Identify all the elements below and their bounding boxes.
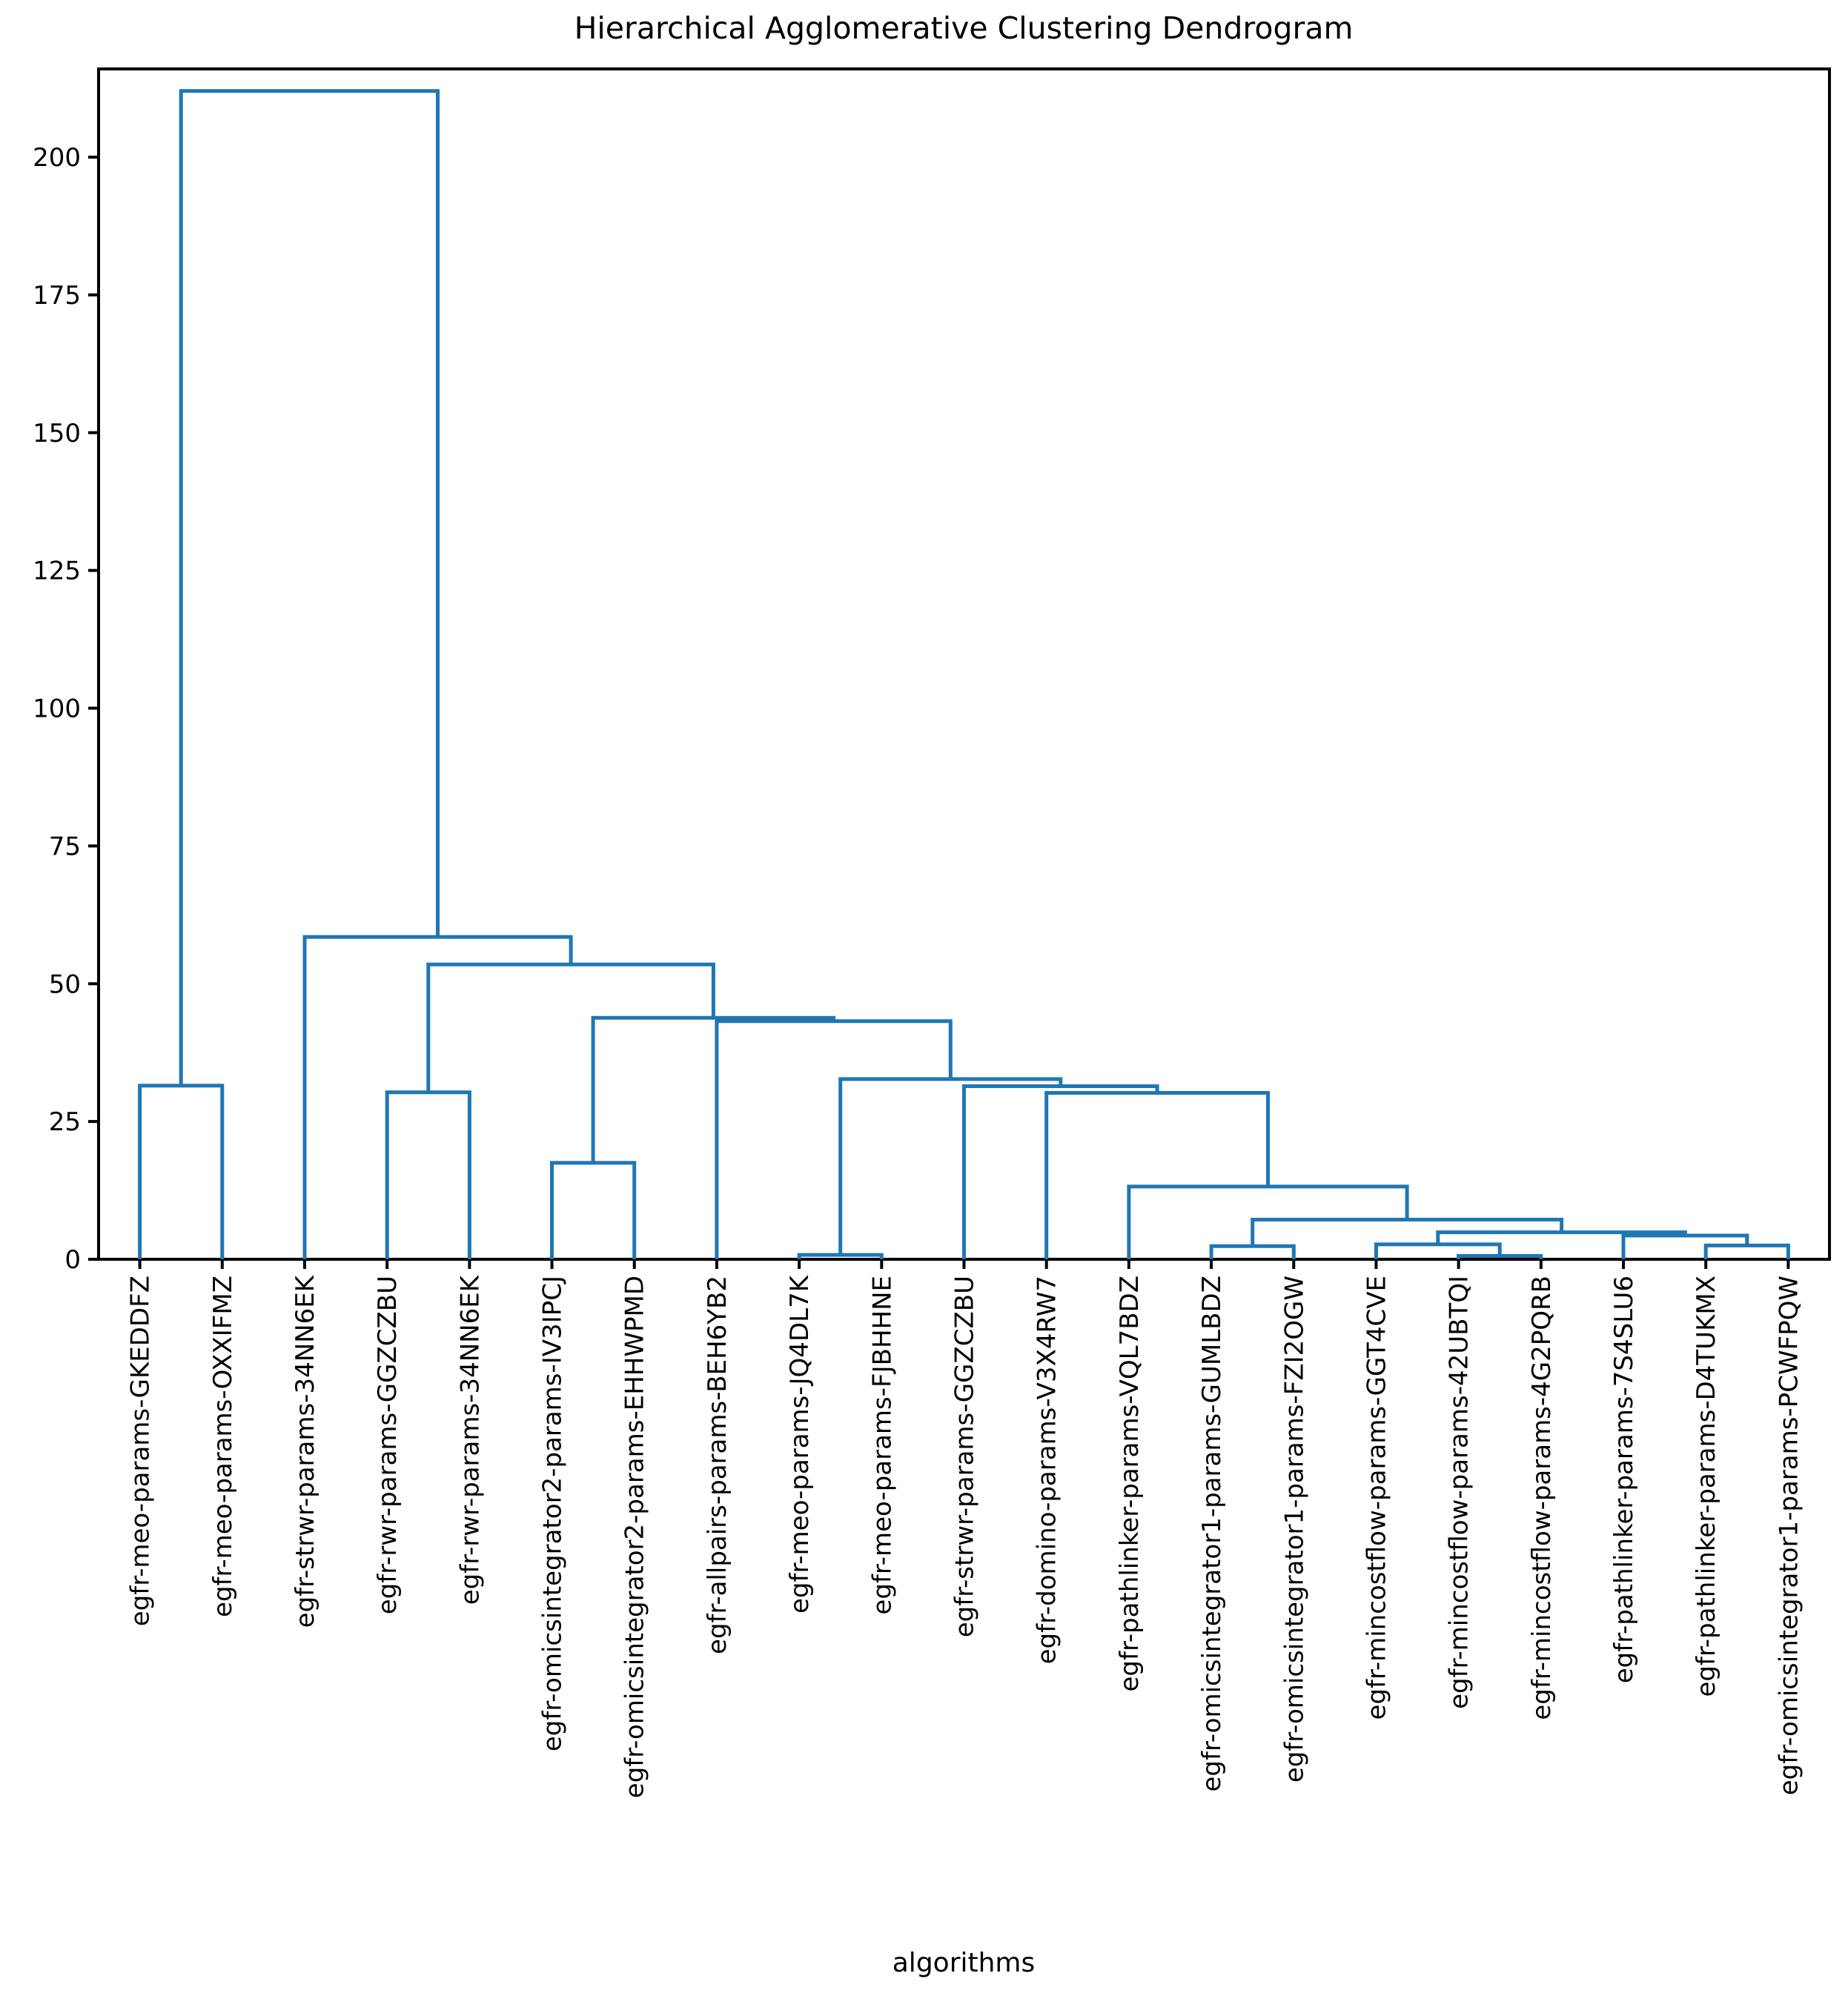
dendrogram-link <box>1209 1244 1296 1259</box>
x-tick-label: egfr-pathlinker-params-VQL7BDZ <box>1115 1276 1145 1691</box>
x-tick-label: egfr-rwr-params-GGZCZBU <box>373 1276 403 1614</box>
dendrogram-link <box>302 935 573 1259</box>
dendrogram-link <box>1044 1091 1270 1259</box>
x-tick-label: egfr-omicsintegrator2-params-EHHWPMD <box>620 1276 650 1798</box>
x-tick-label: egfr-mincostflow-params-4G2PQRB <box>1527 1276 1557 1720</box>
y-tick-label: 100 <box>33 694 81 724</box>
x-axis-label: algorithms <box>892 1948 1036 1978</box>
x-tick-label: egfr-pathlinker-params-7S4SLU6 <box>1609 1276 1639 1683</box>
y-tick-label: 25 <box>49 1107 81 1137</box>
y-tick-label: 125 <box>33 557 81 586</box>
x-tick-label: egfr-meo-params-FJBHHNE <box>867 1276 897 1615</box>
x-tick-label: egfr-meo-params-GKEDDFZ <box>126 1276 156 1626</box>
y-tick-label: 75 <box>49 832 81 861</box>
dendrogram-link <box>591 1015 836 1163</box>
dendrogram-link <box>138 1084 225 1259</box>
x-tick-label: egfr-omicsintegrator2-params-IV3IPCJ <box>538 1276 568 1751</box>
x-tick-label: egfr-rwr-params-34NN6EK <box>455 1274 485 1605</box>
x-tick-label: egfr-strwr-params-34NN6EK <box>291 1274 320 1628</box>
x-tick-label: egfr-strwr-params-GGZCZBU <box>950 1276 980 1637</box>
dendrogram-link <box>550 1161 637 1259</box>
x-tick-label: egfr-omicsintegrator1-params-GUMLBDZ <box>1197 1276 1227 1792</box>
x-tick-label: egfr-pathlinker-params-D4TUKMX <box>1692 1276 1721 1697</box>
dendrogram-link <box>1127 1184 1409 1259</box>
x-tick-label: egfr-omicsintegrator1-params-PCWFPQW <box>1774 1276 1804 1795</box>
dendrogram-links <box>138 89 1790 1259</box>
dendrogram-link <box>715 1019 953 1259</box>
axis-ticks: 0 25 50 75 100 125 150 175 200 egfr-meo-params-GK… <box>33 143 1804 1798</box>
dendrogram-link <box>1621 1233 1749 1259</box>
x-tick-label: egfr-mincostflow-params-42UBTQI <box>1445 1276 1474 1709</box>
chart-title: Hierarchical Agglomerative Clustering De… <box>574 10 1354 46</box>
x-tick-label: egfr-meo-params-OXXIFMZ <box>208 1276 238 1617</box>
x-tick-label: egfr-meo-params-JQ4DL7K <box>785 1274 815 1614</box>
y-tick-label: 175 <box>33 281 81 311</box>
x-tick-label: egfr-mincostflow-params-GGT4CVE <box>1362 1276 1392 1720</box>
x-tick-label: egfr-allpairs-params-BEH6YB2 <box>703 1276 732 1654</box>
x-tick-label: egfr-domino-params-V3X4RW7 <box>1033 1276 1062 1664</box>
dendrogram-link <box>179 89 440 1086</box>
y-tick-label: 150 <box>33 419 81 448</box>
dendrogram-link <box>1703 1243 1790 1259</box>
y-tick-label: 50 <box>49 969 81 999</box>
y-tick-label: 0 <box>64 1245 81 1275</box>
dendrogram-link <box>838 1077 1063 1256</box>
dendrogram-link <box>385 1090 471 1259</box>
x-tick-label: egfr-omicsintegrator1-params-FZI2OGW <box>1279 1276 1309 1783</box>
y-tick-label: 200 <box>33 143 81 173</box>
dendrogram-link <box>426 962 715 1093</box>
